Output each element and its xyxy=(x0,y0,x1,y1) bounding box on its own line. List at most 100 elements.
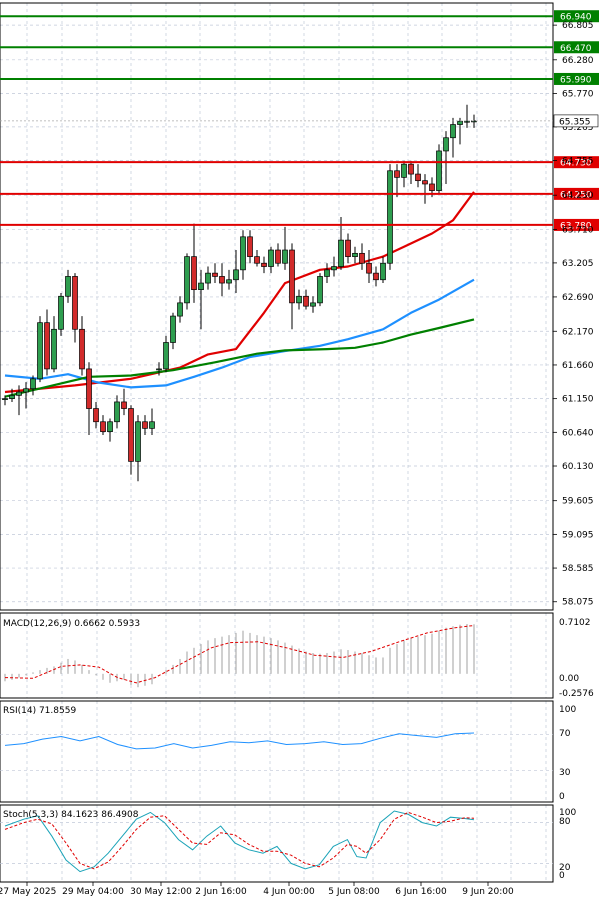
candle xyxy=(9,388,15,402)
price-tick-label: 66.280 xyxy=(562,56,594,66)
level-label: 66.470 xyxy=(560,44,592,54)
candle xyxy=(324,263,330,284)
level-label: 64.730 xyxy=(560,159,592,169)
candle xyxy=(79,316,85,376)
candle xyxy=(58,292,64,336)
candle-body xyxy=(429,183,435,191)
candle-body xyxy=(205,272,211,284)
level-label: 63.780 xyxy=(560,221,592,231)
rsi-line xyxy=(4,732,475,750)
moving-average-line xyxy=(4,191,475,394)
candle xyxy=(135,415,141,482)
current-price-label: 65.355 xyxy=(559,117,591,127)
time-tick-label: 9 Jun 20:00 xyxy=(462,887,514,897)
candle-body xyxy=(457,120,463,125)
price-tick-label: 58.585 xyxy=(562,564,594,574)
price-tick-label: 59.095 xyxy=(562,530,594,540)
candle xyxy=(93,401,99,429)
candle-body xyxy=(275,249,281,264)
candle-body xyxy=(9,394,15,399)
macd-signal-line xyxy=(4,625,475,684)
candle-body xyxy=(219,276,225,284)
time-tick-label: 29 May 04:00 xyxy=(62,887,124,897)
candle-body xyxy=(23,388,29,393)
stoch-axis-20: 20 xyxy=(559,863,571,873)
candle xyxy=(86,362,92,435)
candle-body xyxy=(289,249,295,304)
candle-body xyxy=(324,269,330,277)
candle xyxy=(16,385,22,416)
candle-body xyxy=(191,256,197,291)
candle-body xyxy=(394,170,400,178)
candle-body xyxy=(282,249,288,264)
stoch-axis-80: 80 xyxy=(559,817,571,827)
candle xyxy=(373,266,379,287)
candle-body xyxy=(107,421,113,433)
price-tick-label: 62.690 xyxy=(562,293,594,303)
time-axis: 27 May 2025 29 May 04:00 30 May 12:00 2 Jun… xyxy=(0,882,514,897)
candle-body xyxy=(72,276,78,330)
time-tick-label: 30 May 12:00 xyxy=(130,887,192,897)
price-tick-label: 64.230 xyxy=(562,191,594,201)
candle xyxy=(128,405,134,475)
time-tick-label: 6 Jun 16:00 xyxy=(395,887,447,897)
candle xyxy=(30,375,36,396)
price-tick-label: 66.805 xyxy=(562,21,594,31)
candle xyxy=(317,273,323,307)
moving-average-line xyxy=(4,318,475,398)
candle-body xyxy=(226,279,232,284)
candle xyxy=(464,104,470,128)
candle xyxy=(156,362,162,376)
level-label: 65.990 xyxy=(560,75,592,85)
candle-body xyxy=(415,173,421,182)
price-tick-label: 60.130 xyxy=(562,462,594,472)
candle-body xyxy=(51,328,57,370)
candle-body xyxy=(422,180,428,185)
level-label-box xyxy=(554,187,599,200)
stoch-panel-frame xyxy=(0,804,554,883)
candle-body xyxy=(212,272,218,277)
candle-body xyxy=(58,295,64,330)
stoch-d-line xyxy=(4,811,475,870)
grid-lines xyxy=(0,3,553,882)
candle-body xyxy=(254,256,260,264)
candle xyxy=(415,164,421,188)
level-label: 64.250 xyxy=(560,190,592,200)
candle-body xyxy=(296,295,302,304)
rsi-axis-30: 30 xyxy=(559,768,571,778)
level-label-box xyxy=(554,72,599,85)
candle xyxy=(296,289,302,310)
candle xyxy=(261,256,267,274)
candle xyxy=(233,250,239,293)
candle xyxy=(380,256,386,284)
macd-panel-frame xyxy=(0,612,554,699)
candle-body xyxy=(408,163,414,175)
candle xyxy=(366,250,372,284)
candle xyxy=(177,296,183,323)
candle-body xyxy=(240,236,246,271)
candle-body xyxy=(331,266,337,271)
candle xyxy=(205,266,211,290)
candle-body xyxy=(86,368,92,409)
time-tick-label: 2 Jun 16:00 xyxy=(195,887,247,897)
candle-body xyxy=(261,262,267,267)
stoch-axis-0: 0 xyxy=(559,871,565,881)
rsi-indicator xyxy=(0,732,553,771)
candle-body xyxy=(233,269,239,281)
price-tick-label: 61.660 xyxy=(562,361,594,371)
candle xyxy=(44,309,50,376)
candle xyxy=(170,312,176,350)
level-label: 66.940 xyxy=(560,13,592,23)
level-label-box xyxy=(554,218,599,231)
candle-body xyxy=(443,137,449,152)
macd-axis-max: 0.7102 xyxy=(559,618,591,628)
candle-body xyxy=(464,120,470,123)
candle xyxy=(219,263,225,297)
candle xyxy=(121,388,127,416)
candle xyxy=(163,335,169,373)
candle-body xyxy=(128,408,134,462)
level-label-box xyxy=(554,156,599,169)
candle-body xyxy=(184,256,190,304)
candle-body xyxy=(373,272,379,281)
